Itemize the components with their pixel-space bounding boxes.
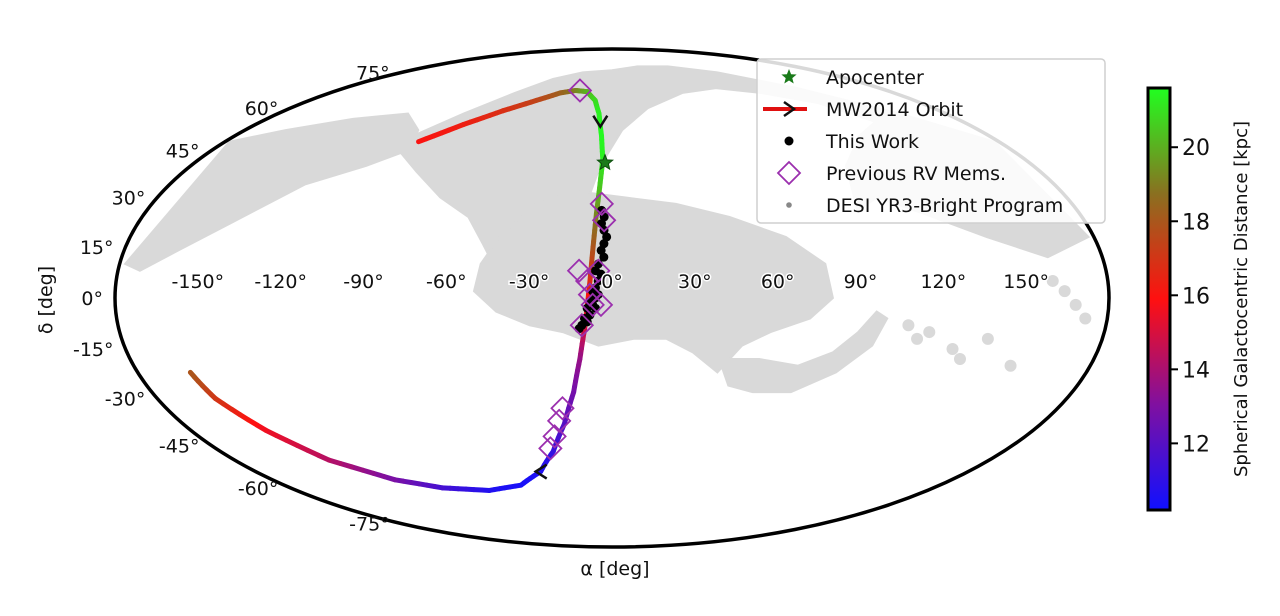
desi-footprint-south-blob: [472, 189, 835, 374]
desi-tile: [923, 326, 936, 339]
x-tick-labels: -150° -120° -90° -60° -30° 0° 30° 60° 90° 120° 150…: [170, 270, 1051, 295]
colorbar: 12 14 16 18 20 Spherical Galactocentric Dist…: [1146, 86, 1252, 512]
previous-rv-member: [574, 268, 600, 294]
this-work-point: [574, 324, 584, 334]
legend-label: Apocenter: [826, 67, 924, 89]
previous-rv-member: [569, 312, 595, 338]
desi-tile: [902, 319, 915, 332]
x-tick-label: 150°: [1003, 271, 1049, 293]
x-tick-label: -120°: [254, 271, 307, 293]
legend-label: DESI YR3-Bright Program: [826, 195, 1063, 217]
desi-tile: [953, 353, 966, 366]
desi-tile: [981, 332, 994, 345]
colorbar-tick-label: 12: [1182, 432, 1210, 457]
x-tick-label: 0°: [601, 271, 623, 293]
previous-rv-member: [588, 292, 614, 318]
this-work-point: [599, 239, 609, 249]
x-tick-label: -30°: [509, 271, 550, 293]
legend: Apocenter MW2014 Orbit This Work Previous R…: [756, 58, 1106, 224]
legend-arrow-marker: [783, 100, 797, 118]
y-tick-label: 60°: [245, 98, 279, 120]
legend-label: This Work: [825, 131, 919, 153]
y-tick-labels: -75° -60° -45° -30° -15° 0° 15° 30° 45° 60° 75°: [73, 62, 390, 535]
legend-small-dot-marker: [786, 202, 792, 208]
colorbar-tick-label: 14: [1182, 358, 1210, 383]
y-tick-label: -60°: [238, 478, 279, 500]
legend-item: Apocenter: [781, 67, 924, 89]
previous-rv-member: [550, 395, 575, 421]
legend-item: Previous RV Mems.: [776, 160, 1006, 186]
previous-rv-member: [580, 292, 605, 318]
desi-tile: [1079, 312, 1092, 325]
x-tick-label: 90°: [844, 271, 878, 293]
y-tick-label: -45°: [159, 435, 200, 457]
colorbar-tick-label: 20: [1182, 136, 1210, 161]
y-axis-label: δ [deg]: [35, 266, 57, 334]
legend-star-marker: [781, 69, 797, 84]
x-tick-label: -150°: [172, 271, 225, 293]
desi-tile: [1058, 285, 1071, 298]
previous-rv-member: [589, 191, 615, 217]
y-tick-label: 0°: [81, 288, 103, 310]
desi-tile: [1004, 359, 1017, 372]
colorbar-tick-label: 16: [1182, 284, 1210, 309]
legend-label: MW2014 Orbit: [826, 99, 963, 121]
y-tick-label: 30°: [112, 187, 146, 209]
previous-rv-member: [567, 78, 593, 103]
legend-item: DESI YR3-Bright Program: [786, 195, 1063, 217]
projection-frame: [113, 47, 1111, 549]
points-layer: [538, 78, 617, 461]
legend-box: [756, 58, 1106, 224]
previous-rv-member: [538, 436, 563, 461]
y-tick-label: -75°: [349, 514, 390, 536]
y-tick-label: -15°: [73, 339, 114, 361]
legend-label: Previous RV Mems.: [826, 163, 1006, 185]
this-work-point: [582, 317, 592, 327]
this-work-point: [599, 252, 609, 262]
apocenter-marker: [596, 153, 614, 171]
previous-rv-member: [591, 208, 617, 233]
desi-tile: [1069, 298, 1082, 311]
x-tick-label: 60°: [761, 271, 795, 293]
previous-rv-member: [542, 424, 567, 449]
legend-diamond-marker: [776, 160, 802, 186]
legend-item: This Work: [784, 131, 919, 153]
x-tick-label: -60°: [426, 271, 467, 293]
desi-tile: [1046, 274, 1059, 287]
colorbar-label: Spherical Galactocentric Distance [kpc]: [1231, 121, 1252, 477]
x-tick-label: -90°: [343, 271, 384, 293]
legend-dot-marker: [784, 136, 794, 146]
legend-item: MW2014 Orbit: [763, 99, 963, 121]
this-work-point: [596, 245, 606, 255]
y-tick-label: 45°: [166, 141, 200, 163]
y-tick-label: 75°: [356, 62, 390, 84]
previous-rv-member: [566, 258, 592, 284]
orbit-direction-arrow: [592, 115, 609, 130]
desi-footprint-south-tail: [717, 310, 889, 394]
x-tick-label: 120°: [920, 271, 966, 293]
orbit-direction-arrow: [533, 463, 548, 480]
desi-footprint-ngc-left: [123, 112, 420, 272]
colorbar-gradient: [1146, 86, 1172, 512]
desi-tile: [911, 332, 924, 345]
desi-tile: [946, 342, 959, 355]
y-tick-label: 15°: [80, 237, 114, 259]
y-tick-label: -30°: [105, 389, 146, 411]
orbit-segment: [187, 369, 197, 380]
x-tick-label: 30°: [678, 271, 712, 293]
x-axis-label: α [deg]: [580, 558, 649, 580]
colorbar-tick-label: 18: [1182, 210, 1210, 235]
previous-rv-member: [546, 408, 572, 434]
